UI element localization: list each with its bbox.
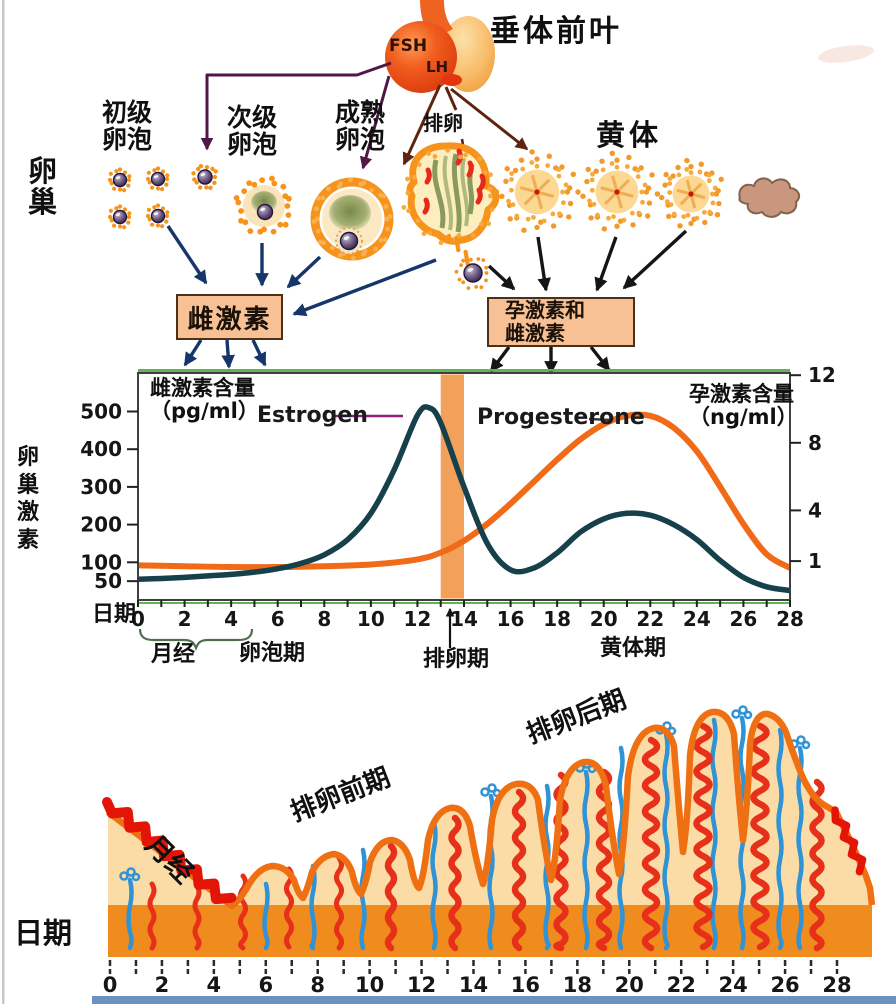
- svg-text:26: 26: [730, 607, 758, 631]
- endometrium-drawing: 0 2 4 6 8 10 12 14 16 18 20 22 24 26 28: [102, 705, 876, 997]
- svg-text:12: 12: [407, 973, 436, 997]
- svg-text:20: 20: [615, 973, 644, 997]
- estrogen-series-label: Estrogen: [257, 403, 368, 428]
- svg-text:6: 6: [258, 973, 273, 997]
- svg-text:24: 24: [719, 973, 748, 997]
- progesterone-estrogen-box-label: 孕激素和 雌激素: [505, 298, 585, 345]
- progesterone-series-label: Progesterone: [477, 405, 645, 430]
- lh-label: LH: [426, 58, 449, 76]
- svg-text:100: 100: [80, 550, 122, 574]
- svg-text:18: 18: [543, 607, 571, 631]
- svg-text:24: 24: [683, 607, 711, 631]
- svg-text:0: 0: [103, 973, 118, 997]
- svg-text:4: 4: [224, 607, 238, 631]
- svg-text:8: 8: [808, 431, 822, 455]
- pituitary-label: 垂体前叶: [490, 14, 622, 49]
- svg-text:12: 12: [404, 607, 432, 631]
- svg-text:6: 6: [271, 607, 285, 631]
- svg-text:16: 16: [497, 607, 525, 631]
- phase-menses-label: 月经: [151, 642, 196, 667]
- svg-text:28: 28: [776, 607, 804, 631]
- phase-follicular-label: 卵泡期: [239, 641, 306, 666]
- svg-text:2: 2: [178, 607, 192, 631]
- svg-text:500: 500: [80, 400, 122, 424]
- follicle-stages-drawing: [107, 142, 801, 290]
- secondary-follicle-label: 次级 卵泡: [227, 103, 278, 159]
- fsh-label: FSH: [389, 36, 428, 56]
- corpus-luteum-label: 黄体: [596, 118, 663, 152]
- svg-text:8: 8: [317, 607, 331, 631]
- svg-text:28: 28: [822, 973, 851, 997]
- svg-text:20: 20: [590, 607, 618, 631]
- svg-text:50: 50: [94, 569, 122, 593]
- estrogen-box: 雌激素: [176, 294, 283, 340]
- chart-x-axis-label: 日期: [92, 602, 137, 627]
- svg-text:4: 4: [207, 973, 222, 997]
- left-axis-title: 雌激素含量 （pg/ml）: [150, 376, 259, 423]
- progesterone-estrogen-box: 孕激素和 雌激素: [487, 297, 635, 347]
- right-axis-title: 孕激素含量 （ng/ml）: [689, 382, 798, 429]
- mature-follicle-label: 成熟 卵泡: [335, 98, 386, 154]
- svg-text:12: 12: [808, 363, 836, 387]
- svg-text:10: 10: [355, 973, 384, 997]
- svg-text:400: 400: [80, 437, 122, 461]
- svg-text:300: 300: [80, 475, 122, 499]
- svg-text:16: 16: [511, 973, 540, 997]
- ovulation-label: 排卵: [423, 111, 463, 135]
- svg-text:200: 200: [80, 513, 122, 537]
- pituitary-drawing: [385, 0, 874, 93]
- svg-text:22: 22: [667, 973, 696, 997]
- estrogen-box-label: 雌激素: [187, 304, 272, 335]
- svg-text:0: 0: [131, 607, 145, 631]
- svg-text:8: 8: [310, 973, 325, 997]
- svg-text:22: 22: [636, 607, 664, 631]
- svg-text:10: 10: [357, 607, 385, 631]
- endometrium-x-axis-label: 日期: [14, 916, 73, 950]
- svg-text:2: 2: [155, 973, 170, 997]
- ovarian-hormones-side-label: 卵 巢 激 素: [17, 445, 40, 553]
- svg-text:14: 14: [450, 607, 478, 631]
- primary-follicle-label: 初级 卵泡: [102, 98, 153, 154]
- svg-text:1: 1: [808, 549, 822, 573]
- svg-text:4: 4: [808, 498, 822, 522]
- svg-text:26: 26: [770, 973, 799, 997]
- svg-text:14: 14: [459, 973, 488, 997]
- ovary-label: 卵 巢: [28, 154, 58, 220]
- phase-luteal-label: 黄体期: [600, 636, 667, 661]
- phase-ovulatory-label: 排卵期: [423, 647, 490, 672]
- svg-text:18: 18: [563, 973, 592, 997]
